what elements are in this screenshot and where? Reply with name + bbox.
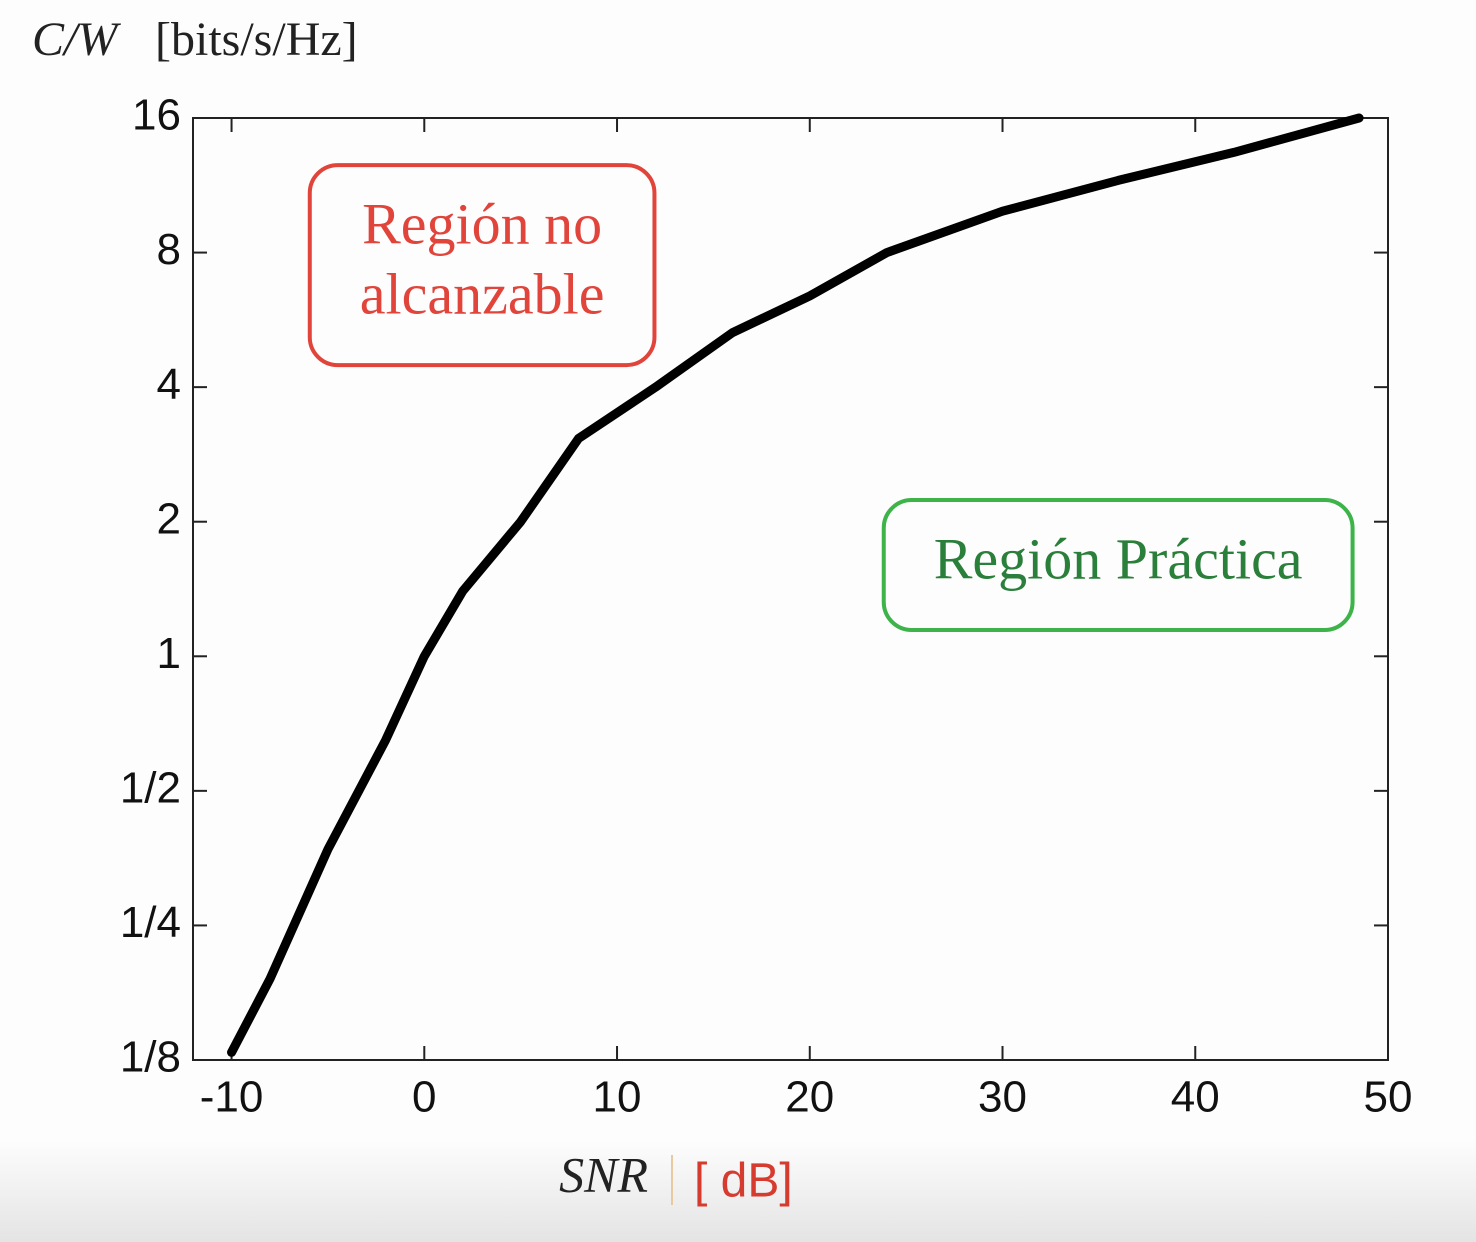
annotation-text: alcanzable xyxy=(360,261,605,326)
y-label-symbol: C/W xyxy=(32,13,121,66)
curve xyxy=(227,113,1364,1057)
x-tick-label: 50 xyxy=(1364,1073,1413,1122)
annotation-text: Región Práctica xyxy=(934,526,1303,591)
y-tick-label: 4 xyxy=(157,360,181,409)
x-label-symbol: SNR xyxy=(559,1146,648,1202)
bottom-shade xyxy=(0,1140,1476,1242)
x-tick-label: -10 xyxy=(200,1073,264,1122)
annotation-box xyxy=(307,163,657,368)
y-label-unit: [bits/s/Hz] xyxy=(155,13,358,66)
x-tick-label: 10 xyxy=(593,1073,642,1122)
plot-frame xyxy=(192,117,1389,1061)
y-tick-label: 2 xyxy=(157,494,181,543)
x-tick-label: 40 xyxy=(1171,1073,1220,1122)
y-tick-label: 1/8 xyxy=(120,1033,181,1082)
annotation-text: Región no xyxy=(362,191,602,256)
y-tick-label: 1/4 xyxy=(120,898,181,947)
annotation: Región Práctica xyxy=(881,498,1355,633)
y-tick-label: 1/2 xyxy=(120,763,181,812)
x-tick-label: 30 xyxy=(978,1073,1027,1122)
x-tick-label: 0 xyxy=(412,1073,436,1122)
annotation-box xyxy=(881,498,1355,633)
y-tick-label: 16 xyxy=(132,91,181,140)
x-tick-label: 20 xyxy=(785,1073,834,1122)
x-label-unit: [ dB] xyxy=(694,1155,793,1208)
y-tick-label: 8 xyxy=(157,225,181,274)
y-tick-label: 1 xyxy=(157,629,181,678)
